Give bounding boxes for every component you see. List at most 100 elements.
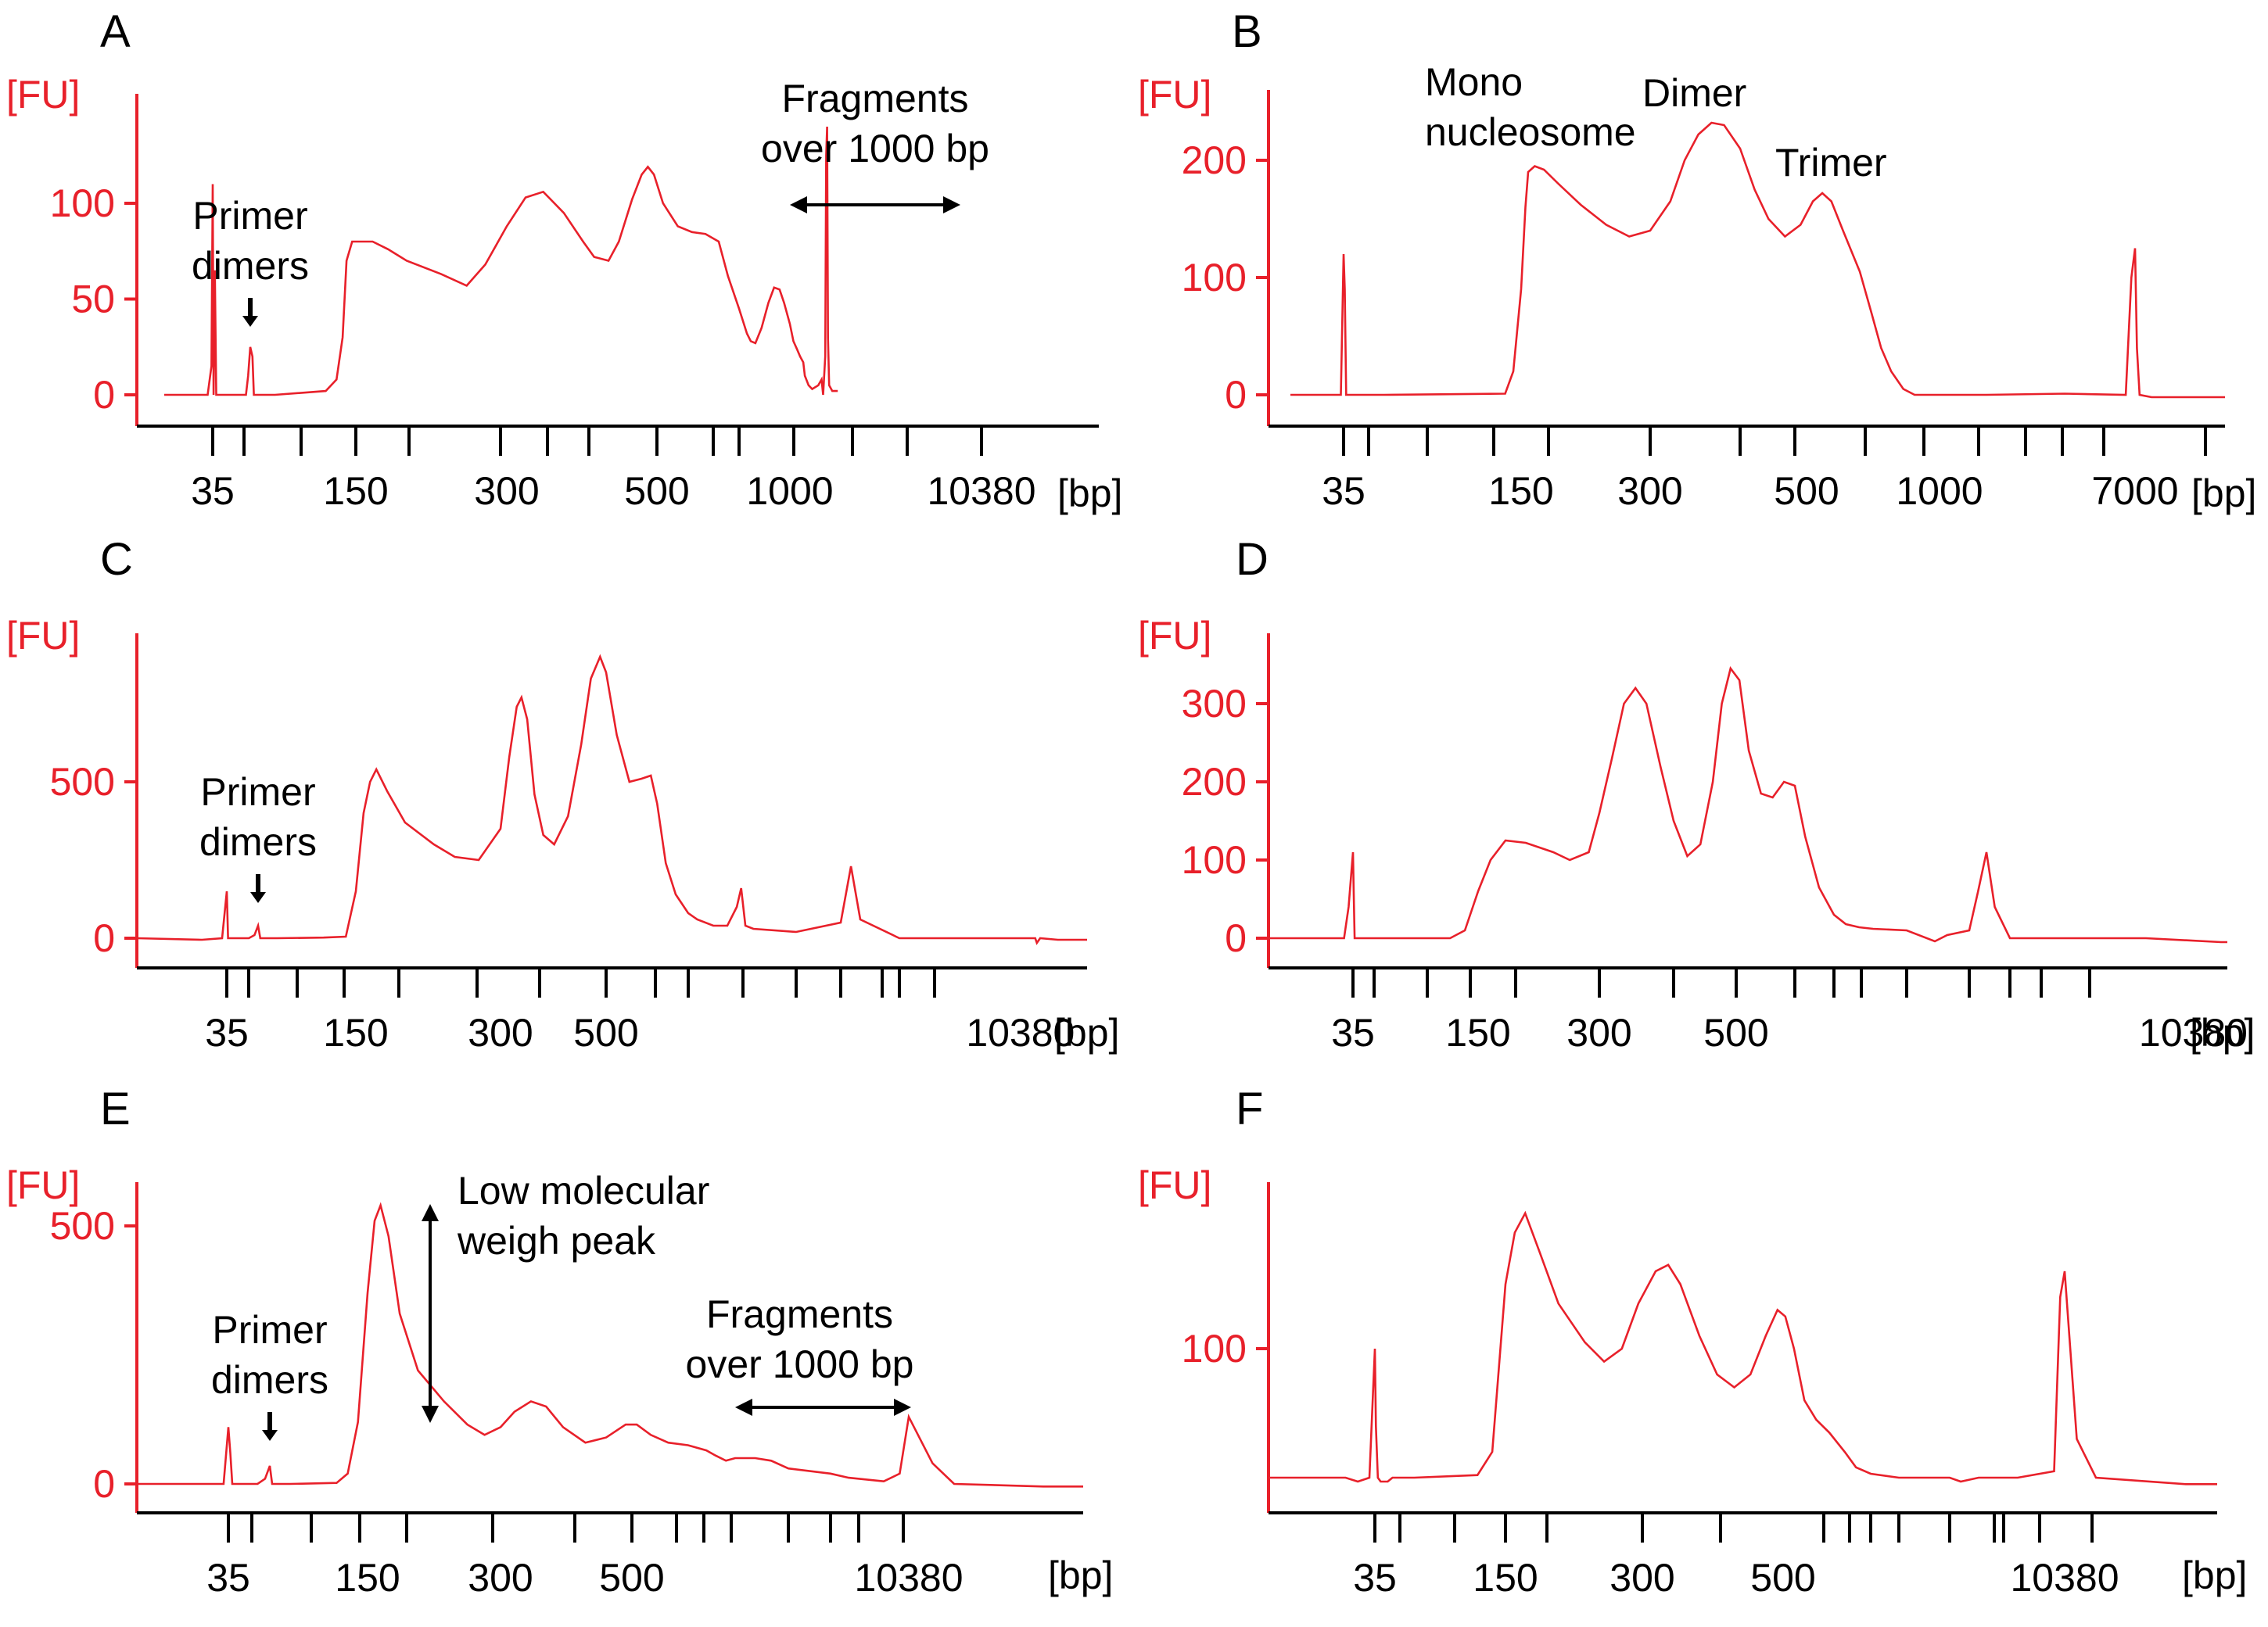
panel-e-y-axis-label: [FU] (6, 1163, 80, 1207)
panel-a-annotation-1-line: Fragments (782, 77, 969, 120)
panel-e-x-tick-label: 500 (599, 1556, 664, 1600)
panel-e-x-tick-label: 10380 (854, 1556, 963, 1600)
panel-a-x-axis-label: [bp] (1057, 471, 1122, 515)
panel-b-y-tick-label: 200 (1182, 138, 1247, 182)
panel-d-plot: 0 100 200 300 35 150 300 500 10380 (1182, 633, 2248, 1055)
panel-b-annotation-1-line: Dimer (1642, 71, 1746, 115)
panel-e-trace (137, 1202, 1083, 1488)
panel-e-x-axis-label: [bp] (1048, 1554, 1113, 1597)
panel-d-x-tick-label: 150 (1445, 1011, 1510, 1055)
panel-b-y-axis-label: [FU] (1138, 73, 1211, 116)
panel-b-annotation-1: Dimer (1642, 71, 1746, 115)
panel-e-x-tick-label: 300 (468, 1556, 533, 1600)
panel-c-annotation-0-line: dimers (199, 820, 317, 864)
panel-a-x-tick-label: 35 (191, 469, 235, 513)
panel-d-y-tick-label: 100 (1182, 838, 1247, 882)
panel-a-annotation-1-line: over 1000 bp (761, 127, 989, 170)
panel-b-trace (1290, 121, 2225, 399)
panel-e-annotation-2-line: over 1000 bp (686, 1342, 914, 1386)
panel-f-x-axis-label: [bp] (2182, 1554, 2247, 1597)
panel-b-annotation-0-line: Mono (1425, 60, 1523, 104)
panel-b-x-tick-label: 35 (1322, 469, 1365, 513)
panel-b-annotation-2: Trimer (1775, 141, 1887, 185)
panel-e-y-tick-label: 500 (50, 1204, 115, 1248)
panel-b-x-tick-label: 150 (1488, 469, 1553, 513)
panel-d-x-tick-label: 500 (1703, 1011, 1768, 1055)
panel-c-x-axis-label: [bp] (1054, 1011, 1119, 1055)
panel-e-annotation-0-line: Primer (212, 1308, 327, 1352)
panel-b-x-tick-label: 300 (1617, 469, 1682, 513)
panel-e-y-tick-label: 0 (93, 1462, 115, 1506)
panel-a-x-tick-label: 10380 (927, 469, 1035, 513)
panel-f: F [FU] [bp] 100 35 150 300 500 10380 (1138, 1084, 2247, 1600)
panel-a-y-tick-label: 100 (50, 181, 115, 225)
panel-c-y-axis-label: [FU] (6, 614, 80, 658)
panel-c-y-tick-label: 500 (50, 760, 115, 804)
panel-d-y-tick-label: 200 (1182, 760, 1247, 804)
panel-f-x-tick-label: 500 (1750, 1556, 1815, 1600)
panel-c-x-tick-label: 35 (205, 1011, 249, 1055)
panel-a-x-tick-label: 300 (474, 469, 539, 513)
panel-a-y-tick-label: 0 (93, 373, 115, 417)
panel-d-x-tick-label: 35 (1331, 1011, 1375, 1055)
panel-d-trace (1269, 666, 2227, 944)
panel-d-x-axis-label: [bp] (2190, 1011, 2255, 1055)
panel-f-trace (1269, 1210, 2217, 1485)
panel-d-label: D (1236, 534, 1269, 585)
panel-b-x-tick-label: 500 (1774, 469, 1839, 513)
panel-f-plot: 100 35 150 300 500 10380 (1182, 1182, 2217, 1600)
panel-b-plot: 0 100 200 35 150 300 500 1000 7000 Mono nucleosome… (1182, 60, 2225, 513)
panel-e-plot: 0 500 35 150 300 500 10380 Primer dimers Low mole… (50, 1169, 1083, 1600)
panel-e-annotation-0-line: dimers (211, 1358, 328, 1402)
panel-b-y-tick-label: 100 (1182, 256, 1247, 299)
panel-b-annotation-0-line: nucleosome (1425, 110, 1636, 154)
panel-b-label: B (1232, 6, 1262, 57)
panel-b-annotation-0: Mono nucleosome (1425, 60, 1636, 154)
panel-a-x-tick-label: 500 (624, 469, 689, 513)
panel-a-plot: 0 50 100 35 150 300 500 1000 10380 Primer dimers Fr… (50, 77, 1099, 513)
panel-a-annotation-0-line: Primer (192, 194, 307, 238)
panel-f-label: F (1236, 1084, 1263, 1134)
panel-d-y-tick-label: 0 (1225, 916, 1247, 960)
panel-b-x-tick-label: 7000 (2091, 469, 2178, 513)
panel-a-trace (164, 126, 838, 396)
panel-c-label: C (100, 534, 133, 585)
panel-a-x-tick-label: 150 (323, 469, 388, 513)
panel-b-y-tick-label: 0 (1225, 373, 1247, 417)
panel-a-annotation-0: Primer dimers (192, 194, 309, 288)
panel-d-y-tick-label: 300 (1182, 682, 1247, 726)
panel-d: D [FU] [bp] 0 100 200 300 35 150 300 500 10380 (1138, 534, 2255, 1055)
panel-d-y-axis-label: [FU] (1138, 614, 1211, 658)
panel-f-y-axis-label: [FU] (1138, 1163, 1211, 1207)
panel-b-x-tick-label: 1000 (1896, 469, 1983, 513)
panel-c-annotation-0-line: Primer (200, 770, 315, 814)
panel-e-annotation-2-line: Fragments (706, 1292, 893, 1336)
panel-a-annotation-0-line: dimers (192, 244, 309, 288)
panel-c-x-tick-label: 300 (468, 1011, 533, 1055)
panel-e-annotation-0: Primer dimers (211, 1308, 328, 1402)
panel-e-annotation-2: Fragments over 1000 bp (686, 1292, 914, 1386)
panel-e-annotation-1-line: Low molecular (458, 1169, 709, 1213)
panel-c-y-tick-label: 0 (93, 916, 115, 960)
panel-e-label: E (100, 1084, 131, 1134)
panel-c-x-tick-label: 10380 (966, 1011, 1075, 1055)
panel-e: E [FU] [bp] 0 500 35 150 300 500 10380 Primer di… (6, 1084, 1113, 1600)
panel-b-annotation-2-line: Trimer (1775, 141, 1887, 185)
panel-f-x-tick-label: 300 (1609, 1556, 1674, 1600)
panel-e-primer-arrowhead (262, 1430, 278, 1441)
panel-a-range-arrowheads (790, 196, 960, 213)
panel-a-primer-arrowhead (242, 316, 258, 327)
panel-a-y-axis-label: [FU] (6, 73, 80, 116)
panel-a: A [FU] [bp] 0 50 100 35 150 300 500 1000 10380 Pr… (6, 6, 1122, 515)
panel-e-x-tick-label: 150 (335, 1556, 400, 1600)
panel-d-x-tick-label: 10380 (2139, 1011, 2248, 1055)
panel-a-x-tick-label: 1000 (746, 469, 833, 513)
panel-c-primer-arrowhead (250, 892, 266, 903)
panel-a-annotation-1: Fragments over 1000 bp (761, 77, 989, 170)
panel-b: B [FU] [bp] 0 100 200 35 150 300 500 1000 7000 Mo… (1138, 6, 2256, 515)
panel-c-plot: 0 500 35 150 300 500 10380 Primer dimers (50, 633, 1087, 1055)
panel-f-x-tick-label: 10380 (2010, 1556, 2119, 1600)
panel-c-trace (136, 654, 1087, 945)
